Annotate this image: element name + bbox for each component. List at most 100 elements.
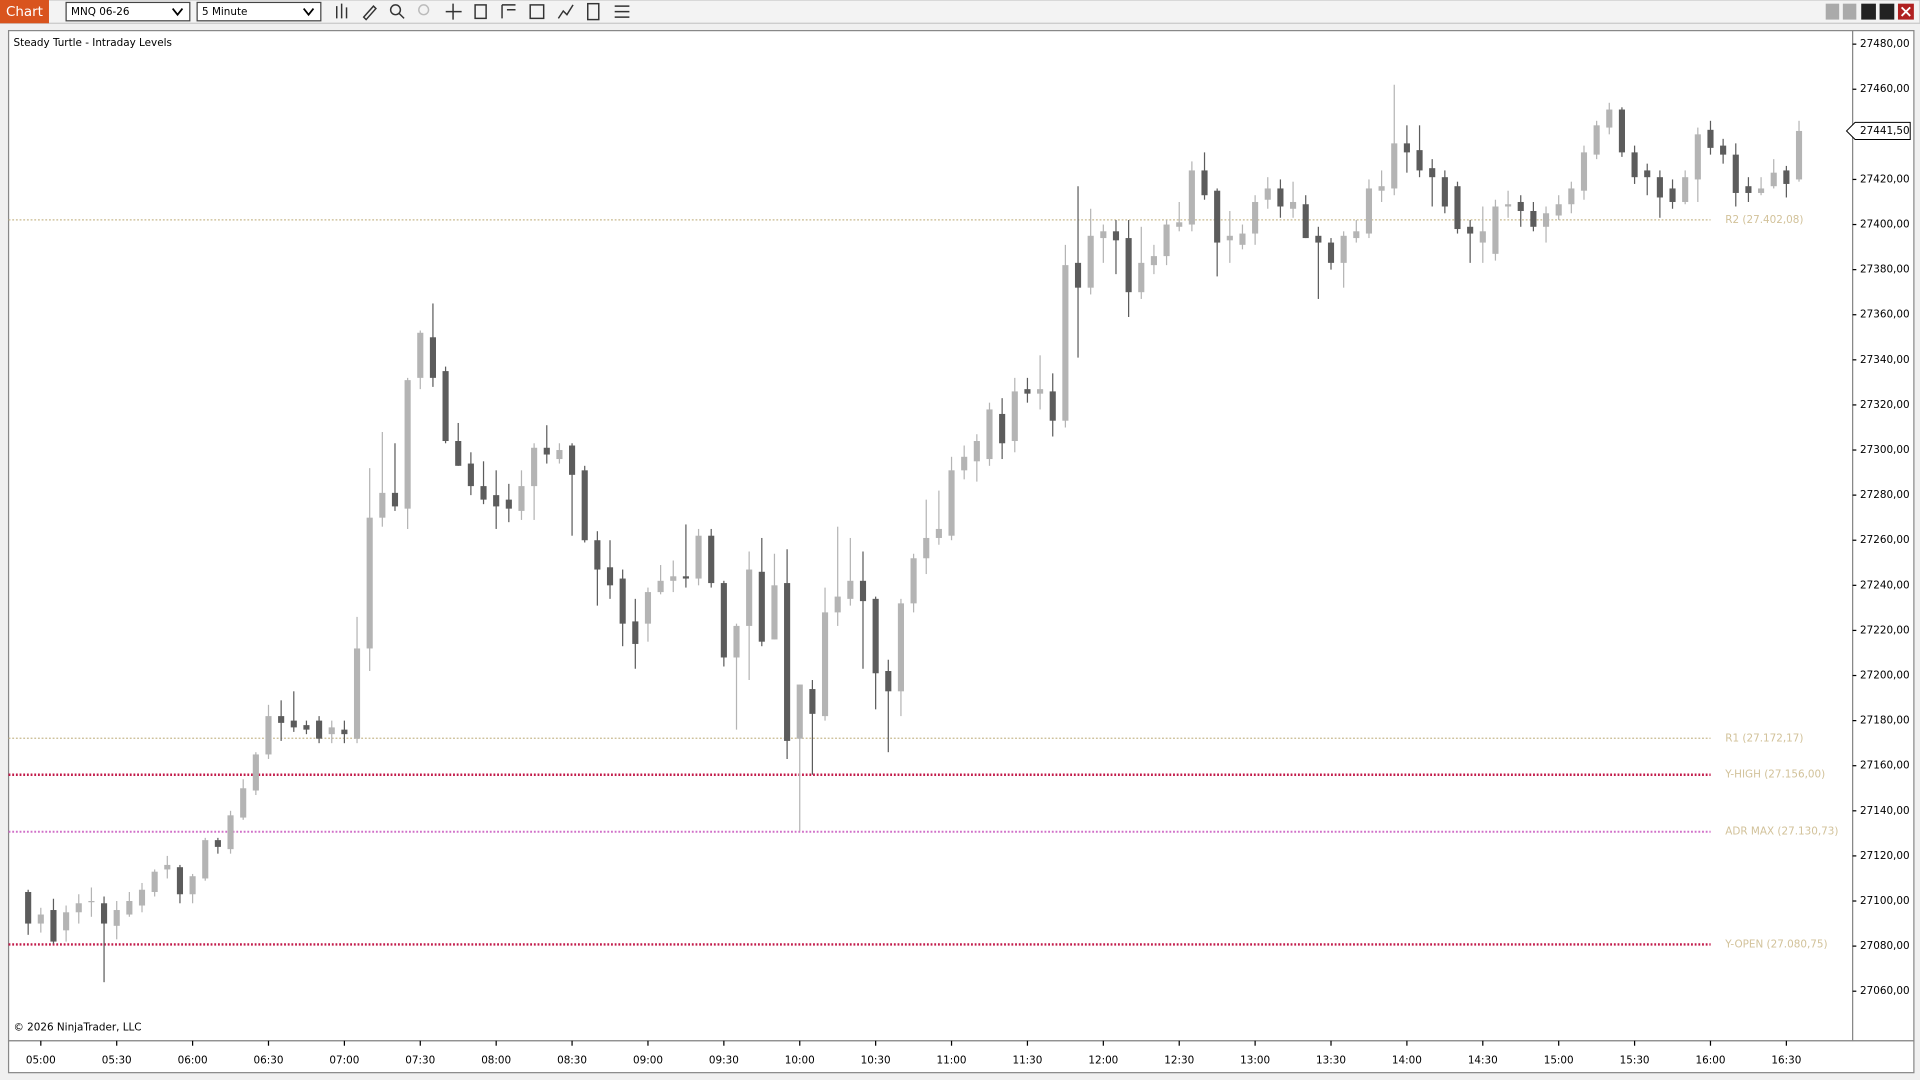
- x-tick-label: 11:30: [1012, 1054, 1042, 1066]
- x-tick-label: 13:30: [1316, 1054, 1346, 1066]
- toolbar: [0, 0, 1920, 24]
- candle-body: [1745, 186, 1752, 193]
- candle-body: [417, 332, 424, 378]
- candle-body: [442, 371, 449, 442]
- props-icon[interactable]: [474, 4, 487, 20]
- window-button[interactable]: [1825, 3, 1840, 20]
- candle-body: [1340, 235, 1347, 263]
- candle-body: [1024, 389, 1031, 394]
- candle-body: [758, 571, 765, 642]
- y-tick-label: 27360,00: [1860, 309, 1910, 321]
- candle-body: [1479, 231, 1486, 243]
- x-tick-label: 14:00: [1392, 1054, 1422, 1066]
- candle-body: [1112, 231, 1120, 241]
- candle-body: [1391, 143, 1398, 189]
- candle-body: [202, 840, 209, 879]
- x-tick-label: 09:00: [633, 1054, 663, 1066]
- layout-icon[interactable]: [529, 4, 545, 20]
- candle-body: [1517, 201, 1524, 212]
- candle-body: [1290, 201, 1297, 209]
- candle-body: [353, 648, 361, 739]
- candle-body: [606, 567, 614, 586]
- zoom-out-icon[interactable]: [418, 4, 430, 16]
- candle-body: [1214, 190, 1221, 243]
- window-button[interactable]: [1842, 3, 1857, 20]
- y-tick-label: 27100,00: [1860, 895, 1910, 907]
- candles: [25, 84, 1803, 983]
- candle-body: [923, 537, 930, 559]
- candle-body: [733, 625, 740, 658]
- window-buttons[interactable]: [1825, 3, 1914, 20]
- draw-icon[interactable]: [362, 5, 377, 21]
- interval-label: 5 Minute: [202, 6, 247, 18]
- chart-title: Steady Turtle - Intraday Levels: [13, 37, 171, 49]
- strategy-icon[interactable]: [587, 2, 600, 21]
- candle-body: [63, 912, 70, 931]
- candle-body: [1656, 177, 1663, 198]
- maximize-button[interactable]: [1879, 3, 1895, 20]
- current-price-label: 27441,50: [1860, 125, 1910, 137]
- candle-body: [1441, 177, 1448, 207]
- x-tick-label: 08:00: [481, 1054, 511, 1066]
- candle-body: [1758, 188, 1765, 193]
- menu-icon[interactable]: [614, 5, 630, 18]
- candle-body: [252, 754, 259, 791]
- candle-body: [1138, 262, 1145, 293]
- current-price-marker: [1845, 121, 1911, 141]
- candle-body: [113, 910, 120, 926]
- candle-body: [961, 456, 968, 471]
- candle-body: [1239, 233, 1246, 245]
- candle-body: [429, 337, 436, 378]
- candle-body: [341, 729, 348, 735]
- candle-body: [543, 447, 550, 455]
- y-tick-label: 27340,00: [1860, 354, 1910, 366]
- candle-body: [467, 463, 474, 487]
- candle-body: [25, 891, 32, 924]
- y-tick-label: 27140,00: [1860, 805, 1910, 817]
- candle-body: [518, 486, 525, 511]
- template-icon[interactable]: [501, 4, 516, 19]
- minimize-button[interactable]: [1861, 3, 1876, 20]
- dropdown-arrow: [303, 8, 315, 17]
- candle-body: [1277, 188, 1284, 207]
- x-tick-label: 12:30: [1164, 1054, 1194, 1066]
- indicator-icon[interactable]: [557, 4, 574, 19]
- chart-tab[interactable]: [0, 0, 49, 24]
- instrument-select[interactable]: [65, 1, 191, 22]
- candle-body: [151, 871, 158, 892]
- candle-body: [50, 910, 57, 942]
- candle-body: [999, 413, 1006, 444]
- y-tick-label: 27160,00: [1860, 760, 1910, 772]
- candle-body: [1150, 256, 1157, 266]
- zoom-in-icon[interactable]: [389, 4, 402, 16]
- level-label: R1 (27.172,17): [1725, 732, 1803, 744]
- candle-body: [746, 569, 753, 626]
- candle-body: [1327, 242, 1335, 263]
- candle-body: [1037, 389, 1044, 394]
- toolbar-icons[interactable]: [336, 2, 630, 21]
- crosshair-icon[interactable]: [445, 3, 462, 20]
- candle-body: [404, 380, 411, 509]
- candle-body: [670, 576, 677, 581]
- candle-body: [809, 689, 816, 714]
- candle-body: [847, 580, 854, 599]
- candle-body: [1644, 170, 1651, 178]
- bars-icon[interactable]: [336, 3, 348, 19]
- candle-body: [1188, 170, 1195, 225]
- candle-body: [1011, 391, 1018, 442]
- candle-body: [720, 583, 727, 658]
- candle-body: [1062, 265, 1069, 421]
- candle-body: [1074, 262, 1082, 288]
- candle-body: [1201, 170, 1208, 196]
- candle-body: [366, 517, 373, 649]
- x-tick-label: 16:30: [1771, 1054, 1801, 1066]
- interval-select[interactable]: [196, 1, 322, 22]
- x-tick-label: 15:00: [1544, 1054, 1574, 1066]
- candle-body: [278, 716, 285, 723]
- candle-body: [1555, 204, 1562, 216]
- candle-body: [1530, 211, 1537, 227]
- y-tick-label: 27280,00: [1860, 489, 1910, 501]
- time-axis: [7, 1040, 1915, 1074]
- candle-body: [138, 889, 146, 906]
- x-tick-label: 05:00: [26, 1054, 56, 1066]
